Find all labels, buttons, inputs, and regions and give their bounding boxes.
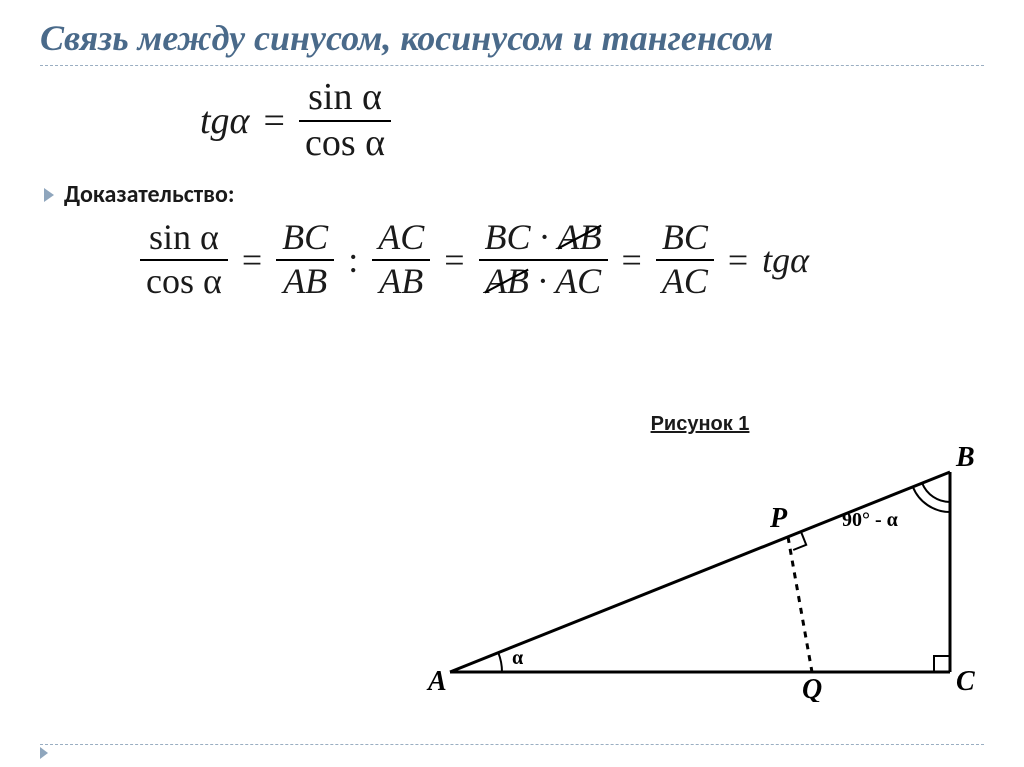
slide: { "title": "Связь между синусом, косинус… — [0, 0, 1024, 767]
strike-ab-top: AB — [558, 219, 602, 257]
svg-text:C: C — [956, 666, 975, 697]
proof-frac-5: BC AC — [656, 219, 714, 301]
formula-den: cos α — [299, 124, 391, 164]
bottom-marker-icon — [40, 747, 48, 759]
strike-ab-bottom: AB — [485, 263, 529, 301]
proof-frac-3: AC AB — [372, 219, 430, 301]
proof-frac-2: BC AB — [276, 219, 334, 301]
formula-num: sin α — [302, 78, 388, 118]
bullet-icon — [44, 188, 54, 202]
figure: Рисунок 1 A B C P Qα 90° - α — [420, 413, 980, 707]
proof-frac-4: BC · AB AB · AC — [479, 219, 608, 301]
title-rule — [40, 65, 984, 66]
svg-text:A: A — [426, 666, 447, 697]
proof-frac-1: sin α cos α — [140, 219, 228, 301]
figure-caption: Рисунок 1 — [420, 413, 980, 436]
proof-header: Доказательство: — [44, 180, 984, 209]
proof-line: sin α cos α = BC AB : AC AB = BC · — [140, 219, 984, 301]
svg-text:Q: Q — [802, 674, 822, 702]
bottom-rule — [40, 744, 984, 745]
svg-text:90° - α: 90° - α — [842, 509, 898, 531]
formula-frac: sin α cos α — [299, 78, 391, 164]
svg-text:α: α — [512, 647, 523, 669]
svg-text:B: B — [955, 442, 975, 473]
proof-label: Доказательство: — [64, 180, 235, 209]
triangle-diagram: A B C P Qα 90° - α — [420, 442, 980, 702]
formula-eq: = — [260, 99, 289, 143]
main-formula: tgα = sin α cos α — [200, 78, 984, 164]
formula-lhs: tgα — [200, 99, 250, 143]
slide-title: Связь между синусом, косинусом и тангенс… — [40, 18, 984, 59]
svg-text:P: P — [769, 503, 788, 534]
proof-rhs: tgα — [762, 239, 809, 281]
